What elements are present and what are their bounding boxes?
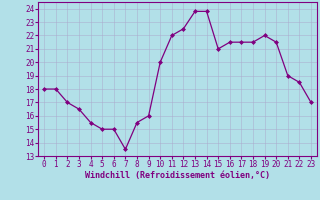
X-axis label: Windchill (Refroidissement éolien,°C): Windchill (Refroidissement éolien,°C) (85, 171, 270, 180)
